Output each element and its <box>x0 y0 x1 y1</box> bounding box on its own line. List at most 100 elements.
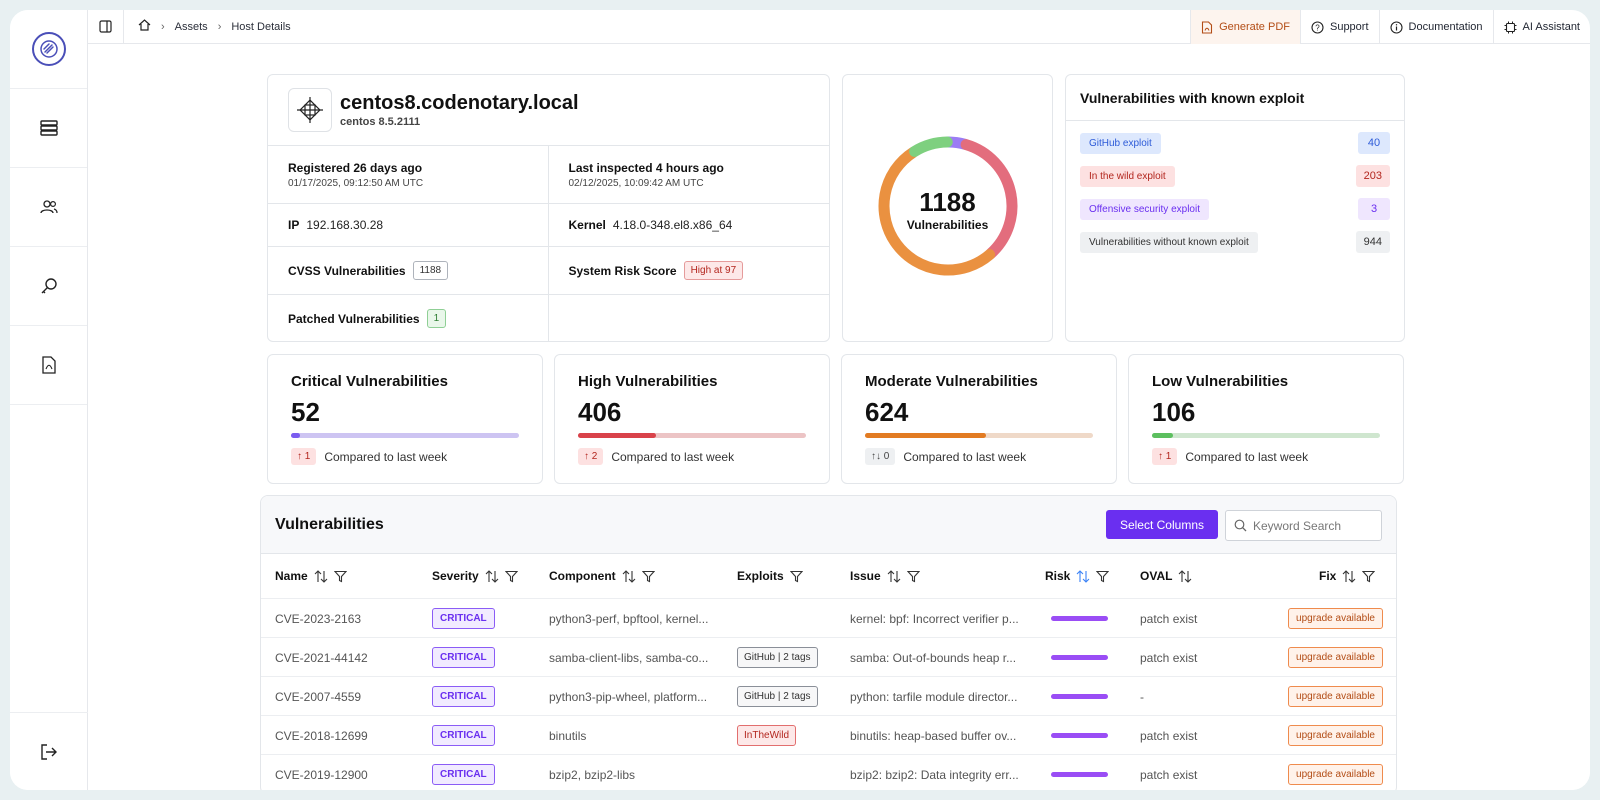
documentation-button[interactable]: Documentation <box>1378 10 1493 44</box>
stat-progress-bar <box>1152 433 1380 438</box>
fix-badge[interactable]: upgrade available <box>1288 647 1383 668</box>
stat-title: Critical Vulnerabilities <box>291 373 448 390</box>
known-exploits-title: Vulnerabilities with known exploit <box>1066 75 1404 121</box>
select-columns-button[interactable]: Select Columns <box>1105 510 1218 539</box>
kernel-label: Kernel <box>568 218 606 232</box>
filter-icon[interactable] <box>504 570 518 583</box>
cell-issue: binutils: heap-based buffer ov... <box>850 728 1017 743</box>
filter-icon[interactable] <box>641 570 655 583</box>
exploit-row[interactable]: In the wild exploit 203 <box>1080 164 1390 188</box>
column-header-severity[interactable]: Severity <box>432 554 518 598</box>
sort-icon[interactable] <box>622 569 636 583</box>
sidebar-item-reports[interactable] <box>10 326 87 405</box>
table-row[interactable]: CVE-2007-4559 CRITICAL python3-pip-wheel… <box>261 676 1396 715</box>
stat-delta-badge: ↑ 1 <box>1152 448 1178 465</box>
sidebar-item-assets[interactable] <box>10 89 87 168</box>
info-icon <box>1389 20 1403 34</box>
column-header-issue[interactable]: Issue <box>850 554 920 598</box>
cell-oval: patch exist <box>1140 611 1198 626</box>
ai-assistant-label: AI Assistant <box>1522 21 1580 33</box>
stat-compare: ↑ 1 Compared to last week <box>291 448 447 465</box>
stat-title: Low Vulnerabilities <box>1152 373 1289 390</box>
severity-badge: CRITICAL <box>432 725 495 746</box>
sidebar-item-users[interactable] <box>10 168 87 247</box>
severity-badge: CRITICAL <box>432 647 495 668</box>
filter-icon[interactable] <box>906 570 920 583</box>
stat-card-low[interactable]: Low Vulnerabilities 106 ↑ 1 Compared to … <box>1128 354 1404 484</box>
fix-badge[interactable]: upgrade available <box>1288 764 1383 785</box>
chevron-right-icon: › <box>217 20 222 33</box>
sidebar <box>10 10 88 790</box>
cell-name[interactable]: CVE-2021-44142 <box>275 650 368 665</box>
filter-icon[interactable] <box>1096 570 1110 583</box>
ai-assistant-button[interactable]: AI Assistant <box>1492 10 1590 44</box>
cell-oval: patch exist <box>1140 728 1198 743</box>
cell-oval: - <box>1140 689 1144 704</box>
column-header-risk[interactable]: Risk <box>1045 554 1110 598</box>
stat-card-moderate[interactable]: Moderate Vulnerabilities 624 ↑↓ 0 Compar… <box>841 354 1117 484</box>
column-header-exploits[interactable]: Exploits <box>737 554 803 598</box>
sidebar-logo[interactable] <box>10 10 87 89</box>
generate-pdf-button[interactable]: Generate PDF <box>1190 10 1300 44</box>
help-icon: ? <box>1311 20 1324 34</box>
known-exploits-card: Vulnerabilities with known exploit GitHu… <box>1065 74 1405 342</box>
home-icon[interactable] <box>138 19 151 34</box>
cell-name[interactable]: CVE-2018-12699 <box>275 728 368 743</box>
exploit-row[interactable]: Vulnerabilities without known exploit 944 <box>1080 230 1390 254</box>
donut-segment-low[interactable] <box>909 136 953 157</box>
stat-card-critical[interactable]: Critical Vulnerabilities 52 ↑ 1 Compared… <box>267 354 543 484</box>
sort-icon[interactable] <box>1076 569 1090 583</box>
table-row[interactable]: CVE-2023-2163 CRITICAL python3-perf, bpf… <box>261 598 1396 637</box>
filter-icon[interactable] <box>1362 570 1376 583</box>
sort-icon[interactable] <box>314 569 328 583</box>
sort-icon[interactable] <box>485 569 499 583</box>
filter-icon[interactable] <box>789 570 803 583</box>
sidebar-toggle-button[interactable] <box>88 10 124 44</box>
column-header-label: Exploits <box>737 569 784 583</box>
sort-icon[interactable] <box>1342 569 1356 583</box>
risk-bar <box>1051 772 1108 777</box>
column-header-fix[interactable]: Fix <box>1319 554 1376 598</box>
cell-name[interactable]: CVE-2019-12900 <box>275 767 368 782</box>
column-header-oval[interactable]: OVAL <box>1140 554 1192 598</box>
exploit-count: 40 <box>1358 132 1390 154</box>
compare-label: Compared to last week <box>611 449 735 464</box>
logout-button[interactable] <box>10 712 88 790</box>
cell-component: samba-client-libs, samba-co... <box>549 650 709 665</box>
vulnerabilities-table-header: Vulnerabilities Select Columns Keyword S… <box>261 496 1396 554</box>
column-header-name[interactable]: Name <box>275 554 347 598</box>
cell-component: python3-perf, bpftool, kernel... <box>549 611 709 626</box>
host-name: centos8.codenotary.local <box>340 92 579 114</box>
fix-badge[interactable]: upgrade available <box>1288 608 1383 629</box>
fix-badge[interactable]: upgrade available <box>1288 725 1383 746</box>
breadcrumb-assets[interactable]: Assets <box>174 20 208 33</box>
sort-icon[interactable] <box>887 569 901 583</box>
risk-bar <box>1051 694 1108 699</box>
column-header-component[interactable]: Component <box>549 554 655 598</box>
table-row[interactable]: CVE-2018-12699 CRITICAL binutils InTheWi… <box>261 715 1396 754</box>
cell-oval: patch exist <box>1140 650 1198 665</box>
risk-score-badge: High at 97 <box>683 261 744 280</box>
sidebar-item-search[interactable] <box>10 247 87 326</box>
support-button[interactable]: ? Support <box>1299 10 1379 44</box>
exploit-count: 203 <box>1355 165 1390 187</box>
cell-component: python3-pip-wheel, platform... <box>549 689 708 704</box>
stat-delta-badge: ↑ 1 <box>291 448 317 465</box>
host-info-card: centos8.codenotary.local centos 8.5.2111… <box>267 74 830 342</box>
sort-icon[interactable] <box>1178 569 1192 583</box>
severity-badge: CRITICAL <box>432 686 495 707</box>
exploit-row[interactable]: GitHub exploit 40 <box>1080 131 1390 155</box>
cell-name[interactable]: CVE-2007-4559 <box>275 689 362 704</box>
fix-badge[interactable]: upgrade available <box>1288 686 1383 707</box>
table-row[interactable]: CVE-2019-12900 CRITICAL bzip2, bzip2-lib… <box>261 754 1396 790</box>
exploit-badge: GitHub | 2 tags <box>737 647 818 668</box>
donut-segment-high[interactable] <box>960 139 1018 260</box>
table-row[interactable]: CVE-2021-44142 CRITICAL samba-client-lib… <box>261 637 1396 676</box>
keyword-search-input[interactable]: Keyword Search <box>1225 510 1382 541</box>
column-header-label: Severity <box>432 569 479 583</box>
donut-segment-moderate[interactable] <box>878 146 996 276</box>
exploit-row[interactable]: Offensive security exploit 3 <box>1080 197 1390 221</box>
cell-name[interactable]: CVE-2023-2163 <box>275 611 362 626</box>
stat-card-high[interactable]: High Vulnerabilities 406 ↑ 2 Compared to… <box>554 354 830 484</box>
filter-icon[interactable] <box>333 570 347 583</box>
